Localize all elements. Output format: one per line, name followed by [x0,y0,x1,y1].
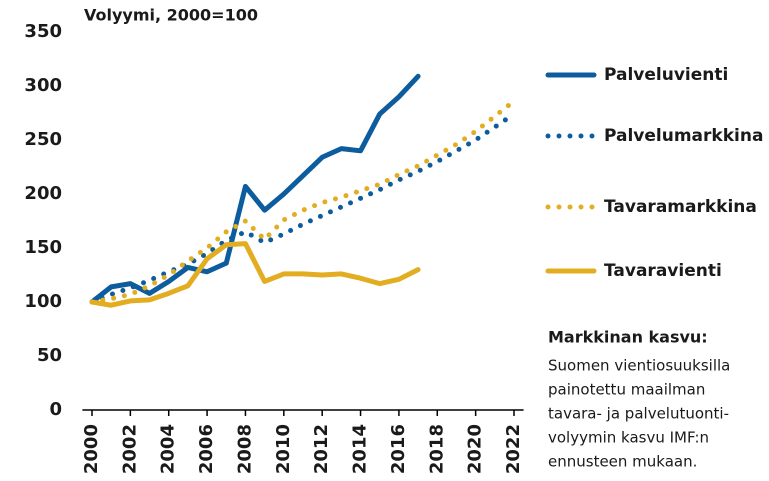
x-tick-label: 2016 [388,424,409,474]
y-tick-label: 250 [24,129,62,150]
annotation-line: ennusteen mukaan. [548,453,697,471]
series-line [89,241,421,308]
y-tick-label: 350 [24,21,62,42]
x-tick-label: 2004 [158,424,179,474]
x-tick-label: 2020 [465,424,486,474]
annotation-line: painotettu maailman [548,381,705,399]
legend-label: Tavaravienti [604,261,722,281]
y-tick-label: 50 [37,345,62,366]
x-tick-label: 2006 [196,424,217,474]
x-tick-label: 2014 [350,424,371,474]
x-tick-label: 2010 [273,424,294,474]
legend-label: Tavaramarkkina [604,197,757,217]
annotation-line: volyymin kasvu IMF:n [548,429,709,447]
x-tick-label: 2008 [234,424,255,474]
x-tick-label: 2018 [426,424,447,474]
legend-label: Palvelumarkkina [604,126,763,146]
series-line [89,98,517,305]
y-tick-label: 200 [24,183,62,204]
series-line [89,73,421,305]
x-tick-label: 2012 [311,424,332,474]
x-tick-label: 2002 [119,424,140,474]
annotation-title: Markkinan kasvu: [548,328,708,347]
y-tick-label: 150 [24,237,62,258]
y-tick-label: 300 [24,75,62,96]
annotation-line: Suomen vientiosuuksilla [548,357,730,375]
y-tick-label: 100 [24,291,62,312]
series-line [89,111,517,305]
x-tick-label: 2022 [503,424,524,474]
chart-subtitle: Volyymi, 2000=100 [84,6,258,25]
annotation-line: tavara- ja palvelutuonti- [548,405,729,423]
legend-label: Palveluvienti [604,65,728,85]
y-tick-label: 0 [49,399,62,420]
x-tick-label: 2000 [81,424,102,474]
